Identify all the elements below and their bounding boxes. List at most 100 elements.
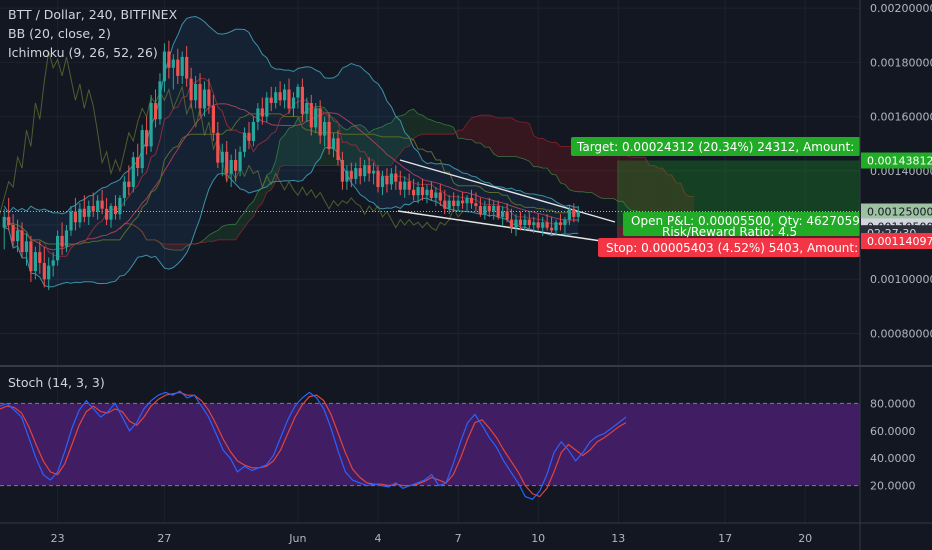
candles bbox=[2, 40, 580, 291]
candle-body bbox=[474, 203, 478, 206]
candle-body bbox=[380, 176, 385, 187]
legend-ichimoku[interactable]: Ichimoku (9, 26, 52, 26) bbox=[8, 45, 158, 60]
cloud-segment bbox=[653, 165, 659, 215]
stoch-tick-label: 20.0000 bbox=[870, 480, 916, 493]
candle-body bbox=[425, 189, 429, 196]
cloud-segment bbox=[685, 193, 690, 217]
legend-bb[interactable]: BB (20, close, 2) bbox=[8, 26, 111, 41]
candle-body bbox=[29, 241, 33, 272]
candle-body bbox=[496, 206, 500, 217]
stoch-tick-label: 80.0000 bbox=[870, 397, 916, 410]
candle-body bbox=[47, 265, 51, 280]
cloud-segment bbox=[422, 115, 427, 135]
time-tick-label: 27 bbox=[157, 532, 171, 545]
candle-body bbox=[180, 56, 184, 76]
price-axis[interactable]: 0.002000000.001800000.001600000.00140000… bbox=[861, 2, 932, 341]
candle-body bbox=[536, 222, 540, 228]
cloud-segment bbox=[605, 149, 610, 199]
price-badge bbox=[861, 152, 932, 169]
candle-body bbox=[318, 108, 322, 136]
candle-body bbox=[461, 200, 465, 204]
legend-symbol[interactable]: BTT / Dollar, 240, BITFINEX bbox=[8, 7, 178, 22]
target-label-bg bbox=[571, 137, 860, 156]
candle-body bbox=[487, 206, 491, 212]
candle-body bbox=[109, 206, 113, 220]
cloud-segment bbox=[564, 146, 570, 190]
candle-body bbox=[340, 160, 344, 182]
cloud-segment bbox=[480, 115, 485, 148]
candle-body bbox=[149, 103, 153, 147]
price-tick-label: 0.00200000 bbox=[870, 2, 932, 15]
cloud-segment bbox=[444, 124, 450, 135]
legend-stoch[interactable]: Stoch (14, 3, 3) bbox=[8, 375, 105, 390]
price-badge-label: 0.00125000 bbox=[867, 206, 932, 219]
cloud-segment bbox=[257, 187, 263, 208]
cloud-segment bbox=[435, 122, 441, 135]
candle-body bbox=[287, 89, 291, 109]
candle-body bbox=[412, 189, 416, 196]
time-axis[interactable]: 23 27 Jun 4 7 10 13 17 20 bbox=[51, 532, 813, 545]
candle-body bbox=[403, 181, 407, 190]
cloud-segment bbox=[547, 141, 552, 175]
cloud-segment bbox=[440, 122, 445, 135]
cloud-segment bbox=[578, 146, 583, 192]
cloud-segment bbox=[520, 122, 525, 160]
stoch-band-fill bbox=[0, 403, 860, 486]
cloud-segment bbox=[502, 117, 508, 157]
stoch-lines bbox=[0, 390, 627, 501]
cloud-segment bbox=[222, 225, 227, 240]
cloud-segment bbox=[516, 120, 521, 158]
candle-body bbox=[452, 200, 456, 206]
stop-label[interactable]: Stop: 0.00005403 (4.52%) 5403, Amount: bbox=[598, 238, 860, 257]
pnl-label[interactable]: Open P&L: 0.00005500, Qty: 4627059 Risk/… bbox=[623, 212, 860, 239]
candle-body bbox=[122, 181, 126, 198]
stoch-axis[interactable]: 80.0000 60.0000 40.0000 20.0000 bbox=[870, 397, 916, 492]
candle-body bbox=[118, 197, 122, 215]
trendline-lower[interactable] bbox=[397, 210, 609, 243]
cloud-segment bbox=[507, 117, 512, 157]
candle-body bbox=[314, 108, 318, 128]
cloud-segment bbox=[253, 191, 258, 217]
time-tick-label: 17 bbox=[718, 532, 732, 545]
cloud-segment bbox=[489, 115, 494, 154]
cloud-segment bbox=[542, 138, 548, 169]
candle-body bbox=[256, 108, 260, 122]
cloud-segment bbox=[462, 123, 467, 140]
cloud-segment bbox=[524, 122, 530, 162]
target-label[interactable]: Target: 0.00024312 (20.34%) 24312, Amoun… bbox=[571, 137, 860, 156]
candle-body bbox=[211, 105, 215, 133]
cloud-segment bbox=[613, 149, 619, 202]
rr-label-text: Risk/Reward Ratio: 4.5 bbox=[662, 225, 797, 239]
candle-body bbox=[438, 192, 442, 201]
candle-body bbox=[42, 263, 46, 280]
cloud-segment bbox=[498, 117, 503, 157]
cloud-segment bbox=[618, 151, 623, 202]
cloud-segment bbox=[627, 155, 632, 211]
cloud-segment bbox=[645, 157, 650, 213]
ichimoku-tenkan bbox=[3, 78, 579, 257]
ichimoku-span-a bbox=[119, 106, 694, 251]
bollinger-bands bbox=[3, 15, 579, 288]
candle-body bbox=[38, 252, 42, 263]
cloud-segment bbox=[556, 142, 561, 183]
cloud-segment bbox=[391, 116, 396, 166]
candle-body bbox=[265, 97, 269, 117]
candle-body bbox=[51, 260, 55, 266]
candle-body bbox=[407, 181, 411, 190]
price-badge-label: 0.00114097 bbox=[867, 235, 932, 248]
candle-body bbox=[251, 122, 255, 141]
stoch-tick-label: 60.0000 bbox=[870, 425, 916, 438]
candle-body bbox=[105, 208, 109, 220]
candle-body bbox=[176, 59, 180, 76]
price-badge bbox=[861, 203, 932, 220]
candle-body bbox=[202, 89, 207, 109]
cloud-segment bbox=[458, 130, 463, 139]
candle-body bbox=[153, 103, 158, 120]
candle-body bbox=[229, 160, 233, 174]
candle-body bbox=[394, 173, 398, 182]
candle-body bbox=[238, 151, 242, 171]
candle-body bbox=[416, 187, 420, 196]
price-badge bbox=[861, 233, 932, 249]
candle-body bbox=[336, 138, 340, 160]
